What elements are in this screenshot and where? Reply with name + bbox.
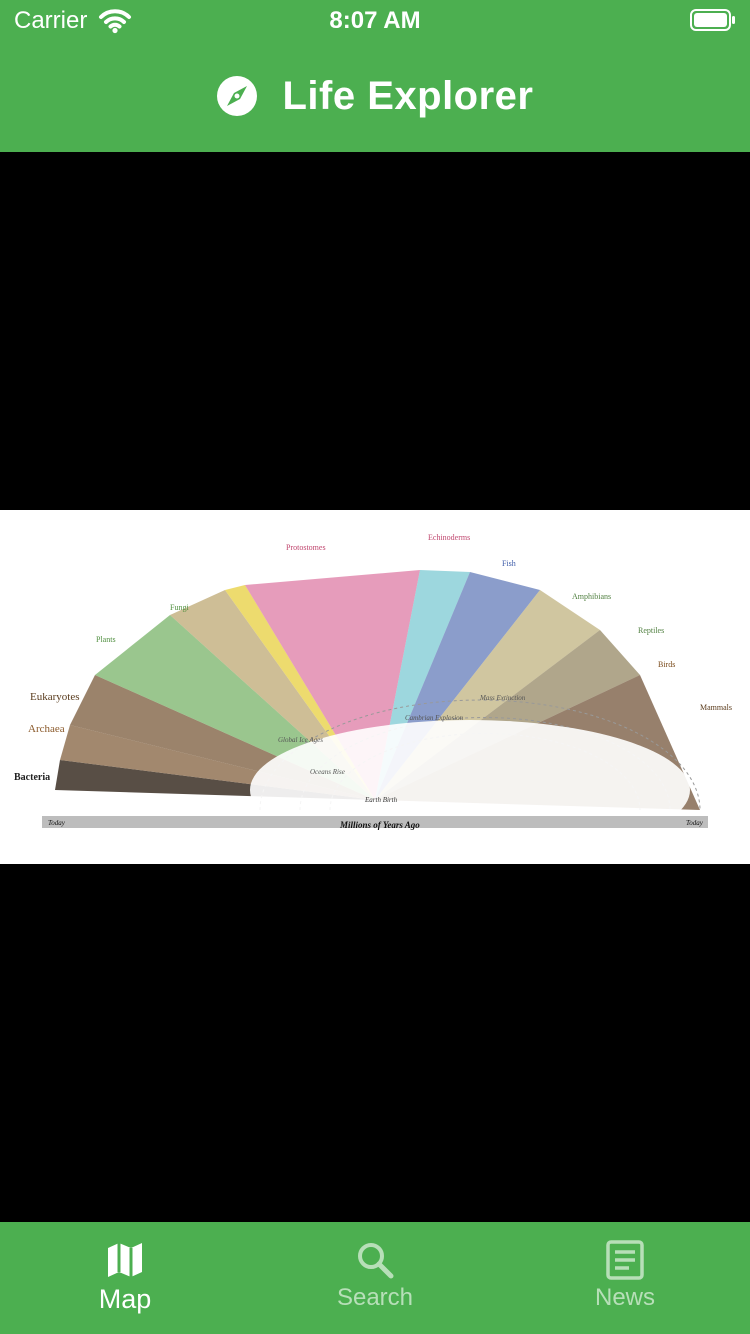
tree-of-life-graphic: Bacteria Archaea Eukaryotes Plants Fungi… xyxy=(14,533,732,860)
label-echinoderms: Echinoderms xyxy=(428,533,470,542)
wifi-icon xyxy=(99,9,131,34)
tab-map-label: Map xyxy=(98,1284,152,1314)
label-today-right: Today xyxy=(686,819,704,827)
label-fungi: Fungi xyxy=(170,603,189,612)
label-today-left: Today xyxy=(48,819,66,827)
label-eukaryotes: Eukaryotes xyxy=(30,691,79,703)
status-time: 8:07 AM xyxy=(329,7,421,34)
label-global-ice-ages: Global Ice Ages xyxy=(278,736,323,744)
label-mammals: Mammals xyxy=(700,703,732,712)
battery-icon xyxy=(690,9,735,31)
label-axis: Millions of Years Ago xyxy=(339,820,420,830)
label-earth-birth: Earth Birth xyxy=(364,796,398,804)
label-amphibians: Amphibians xyxy=(572,592,611,601)
label-cambrian: Cambrian Explosion xyxy=(405,714,464,722)
map-viewer[interactable]: Bacteria Archaea Eukaryotes Plants Fungi… xyxy=(0,152,750,1222)
status-bar: Carrier 8:07 AM xyxy=(0,0,750,40)
label-fish: Fish xyxy=(502,559,516,568)
news-icon xyxy=(606,1240,644,1280)
search-icon xyxy=(358,1243,394,1279)
label-oceans-rise: Oceans Rise xyxy=(310,768,345,776)
carrier-label: Carrier xyxy=(14,7,88,34)
time-axis xyxy=(42,816,708,828)
map-icon xyxy=(108,1243,142,1277)
tab-search-label: Search xyxy=(336,1284,414,1311)
label-reptiles: Reptiles xyxy=(638,626,664,635)
label-archaea: Archaea xyxy=(28,723,65,735)
tab-news[interactable]: News xyxy=(500,1222,750,1334)
label-protostomes: Protostomes xyxy=(286,543,326,552)
label-bacteria: Bacteria xyxy=(14,772,50,783)
page-title: Life Explorer xyxy=(282,73,534,118)
label-birds: Birds xyxy=(658,660,675,669)
tab-map[interactable]: Map xyxy=(0,1222,250,1334)
tab-search[interactable]: Search xyxy=(250,1222,500,1334)
label-mass-extinction: Mass Extinction xyxy=(479,694,526,702)
navigation-bar: Life Explorer xyxy=(0,40,750,152)
label-plants: Plants xyxy=(96,635,116,644)
tab-bar: Map Search News xyxy=(0,1222,750,1334)
compass-icon xyxy=(217,76,258,116)
tree-of-life-map[interactable]: Bacteria Archaea Eukaryotes Plants Fungi… xyxy=(0,510,750,864)
tab-news-label: News xyxy=(594,1284,655,1311)
